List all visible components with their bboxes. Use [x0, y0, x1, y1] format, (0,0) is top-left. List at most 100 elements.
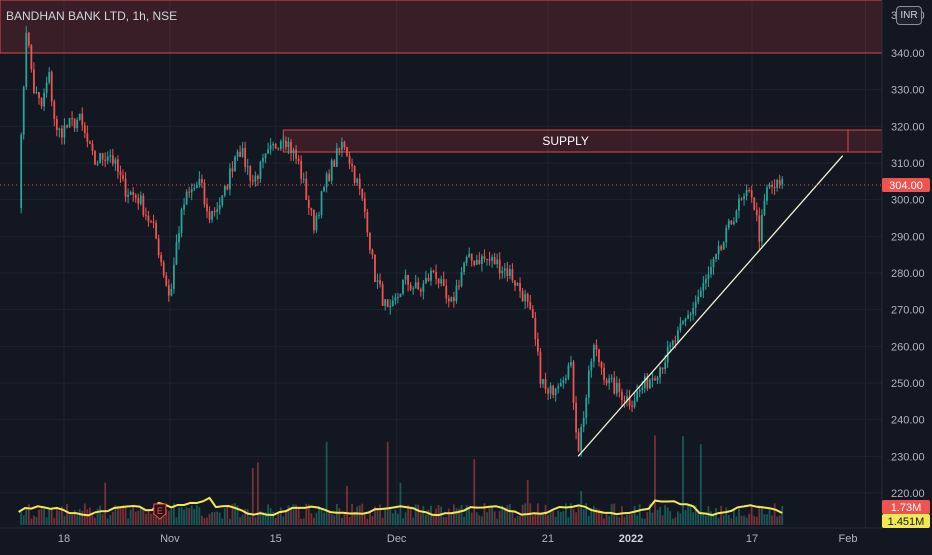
candle-body [620, 391, 623, 401]
candle-body [605, 379, 608, 384]
candle-body [78, 113, 81, 121]
volume-bar [544, 504, 547, 525]
volume-bar [129, 509, 132, 525]
candle-body [300, 160, 303, 179]
volume-bar [567, 517, 570, 525]
candle-body [506, 268, 509, 276]
candle-body [313, 209, 315, 231]
candle-body [422, 283, 425, 292]
volume-bar [564, 503, 567, 525]
volume-bar [453, 504, 455, 525]
volume-bar [229, 518, 231, 525]
volume-bar [66, 503, 68, 525]
candle-body [374, 254, 376, 283]
candle-body [508, 269, 511, 276]
volume-bar [422, 505, 425, 525]
volume-bar [363, 512, 366, 525]
candle-body [463, 263, 465, 273]
volume-bar [669, 511, 672, 525]
volume-bar [313, 517, 315, 525]
volume-bar [272, 511, 275, 525]
volume-bar [503, 507, 506, 525]
candle-body [76, 120, 79, 129]
volume-bar [707, 506, 710, 525]
symbol-title: BANDHAN BANK LTD, 1h, NSE [6, 9, 178, 23]
volume-bar [295, 504, 297, 525]
earnings-marker-letter: E [157, 506, 163, 516]
volume-bar [450, 512, 453, 525]
volume-bar [623, 516, 626, 525]
candle-body [145, 215, 147, 217]
time-tick-label: 17 [746, 533, 758, 545]
volume-current-badge-bg [882, 500, 930, 514]
candle-body [710, 267, 712, 275]
volume-bar [178, 507, 180, 525]
candle-body [292, 149, 295, 154]
volume-bar [68, 514, 71, 525]
candle-body [193, 188, 196, 190]
price-tick-label: 230.00 [891, 451, 925, 463]
volume-bar [781, 506, 784, 525]
candle-body [114, 159, 117, 164]
candle-body [167, 285, 170, 296]
candle-body [419, 289, 422, 292]
candle-body [48, 72, 51, 83]
candle-body [628, 396, 631, 406]
candle-body [45, 82, 48, 93]
candle-body [674, 340, 677, 342]
volume-bar [664, 504, 667, 525]
candle-body [328, 173, 331, 181]
candle-body [218, 205, 221, 210]
volume-bar [514, 517, 516, 525]
volume-bar [694, 505, 697, 525]
price-tick-label: 310.00 [891, 158, 925, 170]
volume-bar [20, 512, 23, 525]
candle-body [63, 125, 66, 138]
candle-body [239, 151, 241, 157]
candle-body [61, 128, 63, 138]
volume-bar [61, 506, 63, 525]
candle-body [468, 253, 471, 258]
candle-body [480, 256, 483, 264]
volume-bar [608, 516, 611, 525]
candle-body [475, 259, 478, 265]
candle-body [603, 367, 605, 380]
candle-body [185, 191, 188, 205]
volume-bar [442, 516, 445, 525]
candle-body [25, 32, 28, 88]
volume-bar [397, 513, 399, 525]
candle-body [766, 187, 768, 201]
volume-bar [277, 513, 280, 525]
volume-bar [58, 510, 61, 525]
volume-bar [671, 518, 674, 525]
volume-bar [465, 505, 468, 525]
candle-body [409, 284, 412, 290]
time-tick-label: Nov [160, 533, 180, 545]
candle-body [552, 385, 555, 396]
candle-body [496, 259, 499, 265]
candle-body [201, 179, 203, 183]
candle-body [699, 290, 702, 297]
candle-body [129, 192, 132, 196]
candle-body [458, 285, 460, 287]
time-tick-label: 2022 [619, 533, 643, 545]
volume-bar [585, 503, 588, 525]
volume-bar [246, 509, 249, 525]
volume-bar [226, 506, 229, 525]
candle-body [501, 270, 504, 274]
volume-bar [376, 508, 379, 525]
volume-bar [386, 441, 389, 525]
candle-body [27, 32, 30, 46]
volume-bar [534, 513, 537, 525]
candle-body [223, 186, 226, 196]
currency-button[interactable]: INR [896, 6, 922, 25]
candle-body [572, 362, 575, 403]
candle-body [503, 268, 506, 271]
volume-bar [183, 509, 185, 525]
volume-bar [447, 508, 450, 525]
volume-bar [582, 509, 585, 525]
candle-body [58, 128, 61, 130]
